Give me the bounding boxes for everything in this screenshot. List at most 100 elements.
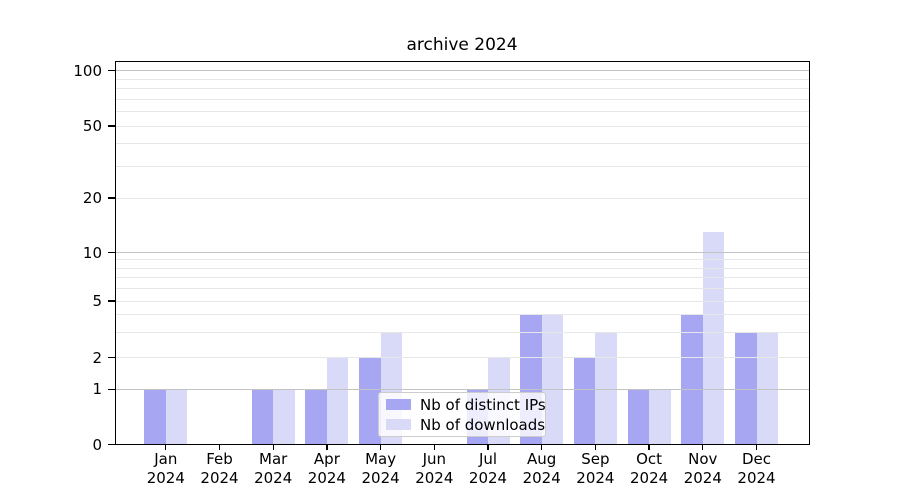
x-tick-label-year: 2024 <box>415 469 454 487</box>
minor-gridline <box>115 276 810 278</box>
x-tick-label-year: 2024 <box>361 469 400 487</box>
y-tick <box>108 125 115 127</box>
y-tick-label: 100 <box>73 61 102 80</box>
minor-gridline <box>115 88 810 89</box>
bar-downloads <box>541 314 564 445</box>
x-tick-label-month: Apr <box>313 450 340 468</box>
y-tick-label: 10 <box>82 243 102 262</box>
x-tick <box>165 444 167 450</box>
bar-downloads <box>326 357 349 445</box>
x-tick-label-month: Jul <box>478 450 498 468</box>
major-gridline <box>115 388 810 390</box>
bar-ips <box>305 389 327 445</box>
minor-gridline <box>115 314 810 316</box>
legend-swatch-distinct-ips <box>386 399 411 410</box>
bar-downloads <box>702 231 725 445</box>
legend-swatch-downloads <box>386 419 411 430</box>
minor-gridline <box>115 110 810 112</box>
x-tick <box>433 444 435 450</box>
x-tick-label-month: Feb <box>206 450 233 468</box>
x-tick-label-year: 2024 <box>254 469 293 487</box>
y-tick-label: 5 <box>92 292 102 310</box>
x-tick-label-year: 2024 <box>737 469 776 487</box>
minor-gridline <box>115 287 810 289</box>
y-tick-label: 2 <box>92 348 102 367</box>
x-tick <box>541 444 543 450</box>
x-tick-label-year: 2024 <box>576 469 615 487</box>
bar-ips <box>144 389 166 445</box>
x-tick-label: Aug 2024 <box>510 450 574 488</box>
x-tick-label: May 2024 <box>349 450 413 488</box>
x-tick-label: Dec 2024 <box>725 450 789 488</box>
bar-downloads <box>756 332 778 445</box>
bar-ips <box>735 332 757 445</box>
x-tick <box>218 444 221 450</box>
x-tick-label: Jul 2024 <box>456 450 520 488</box>
bar-ips <box>573 357 596 445</box>
y-tick <box>108 388 115 390</box>
x-tick-label-year: 2024 <box>468 469 508 487</box>
legend-item-downloads: Nb of downloads <box>386 417 545 433</box>
bar-downloads <box>165 389 188 445</box>
y-tick <box>108 443 115 446</box>
x-tick-label-year: 2024 <box>200 469 239 487</box>
bar-ips <box>251 389 274 445</box>
x-tick-label: Sep 2024 <box>563 450 627 488</box>
y-tick <box>108 300 115 302</box>
y-tick <box>108 197 115 199</box>
minor-gridline <box>115 197 810 199</box>
x-tick <box>487 444 489 450</box>
x-tick <box>594 444 597 450</box>
legend-label-distinct-ips: Nb of distinct IPs <box>420 395 546 414</box>
major-gridline <box>115 252 810 253</box>
bar-ips <box>681 314 703 445</box>
bar-downloads <box>649 389 671 445</box>
x-tick-label-year: 2024 <box>522 469 561 487</box>
minor-gridline <box>115 357 810 359</box>
minor-gridline <box>115 267 810 269</box>
y-tick <box>108 70 115 72</box>
y-tick-label: 20 <box>82 189 102 207</box>
y-tick-label: 0 <box>92 435 102 454</box>
x-tick <box>326 444 328 450</box>
minor-gridline <box>115 143 810 145</box>
chart-title: archive 2024 <box>406 35 518 55</box>
x-tick-label: Oct 2024 <box>617 450 681 488</box>
legend-item-distinct-ips: Nb of distinct IPs <box>386 397 546 413</box>
x-tick <box>755 444 758 450</box>
minor-gridline <box>115 165 810 167</box>
x-tick-label-month: May <box>365 450 397 468</box>
x-tick-label: Mar 2024 <box>241 450 305 488</box>
x-tick-label-month: Jan <box>154 450 178 468</box>
x-tick <box>272 444 274 450</box>
major-gridline <box>115 70 810 72</box>
x-tick-label-year: 2024 <box>630 469 669 487</box>
x-tick-label-month: Dec <box>741 450 772 468</box>
y-tick-label: 1 <box>92 380 102 399</box>
bar-ips <box>359 357 381 445</box>
x-tick <box>648 444 650 450</box>
minor-gridline <box>115 78 810 80</box>
x-tick-label-year: 2024 <box>683 469 722 487</box>
x-tick-label-month: Sep <box>581 450 610 468</box>
y-tick <box>108 251 115 254</box>
x-tick <box>702 444 704 450</box>
x-tick-label-month: Nov <box>688 450 718 468</box>
x-tick-label: Feb 2024 <box>188 450 252 488</box>
minor-gridline <box>115 300 810 302</box>
minor-gridline <box>115 259 810 261</box>
x-tick-label-year: 2024 <box>146 469 185 487</box>
bar-downloads <box>595 332 617 445</box>
minor-gridline <box>115 125 810 127</box>
x-tick-label-month: Oct <box>636 450 663 468</box>
x-tick-label-month: Aug <box>527 450 557 468</box>
x-tick-label-month: Mar <box>259 450 288 468</box>
x-tick-label-month: Jun <box>422 450 447 468</box>
legend: Nb of distinct IPs Nb of downloads <box>378 392 546 437</box>
legend-label-downloads: Nb of downloads <box>420 415 546 434</box>
bar-downloads <box>273 389 295 445</box>
x-tick-label-year: 2024 <box>307 469 346 487</box>
minor-gridline <box>115 98 810 100</box>
y-tick <box>108 357 115 359</box>
